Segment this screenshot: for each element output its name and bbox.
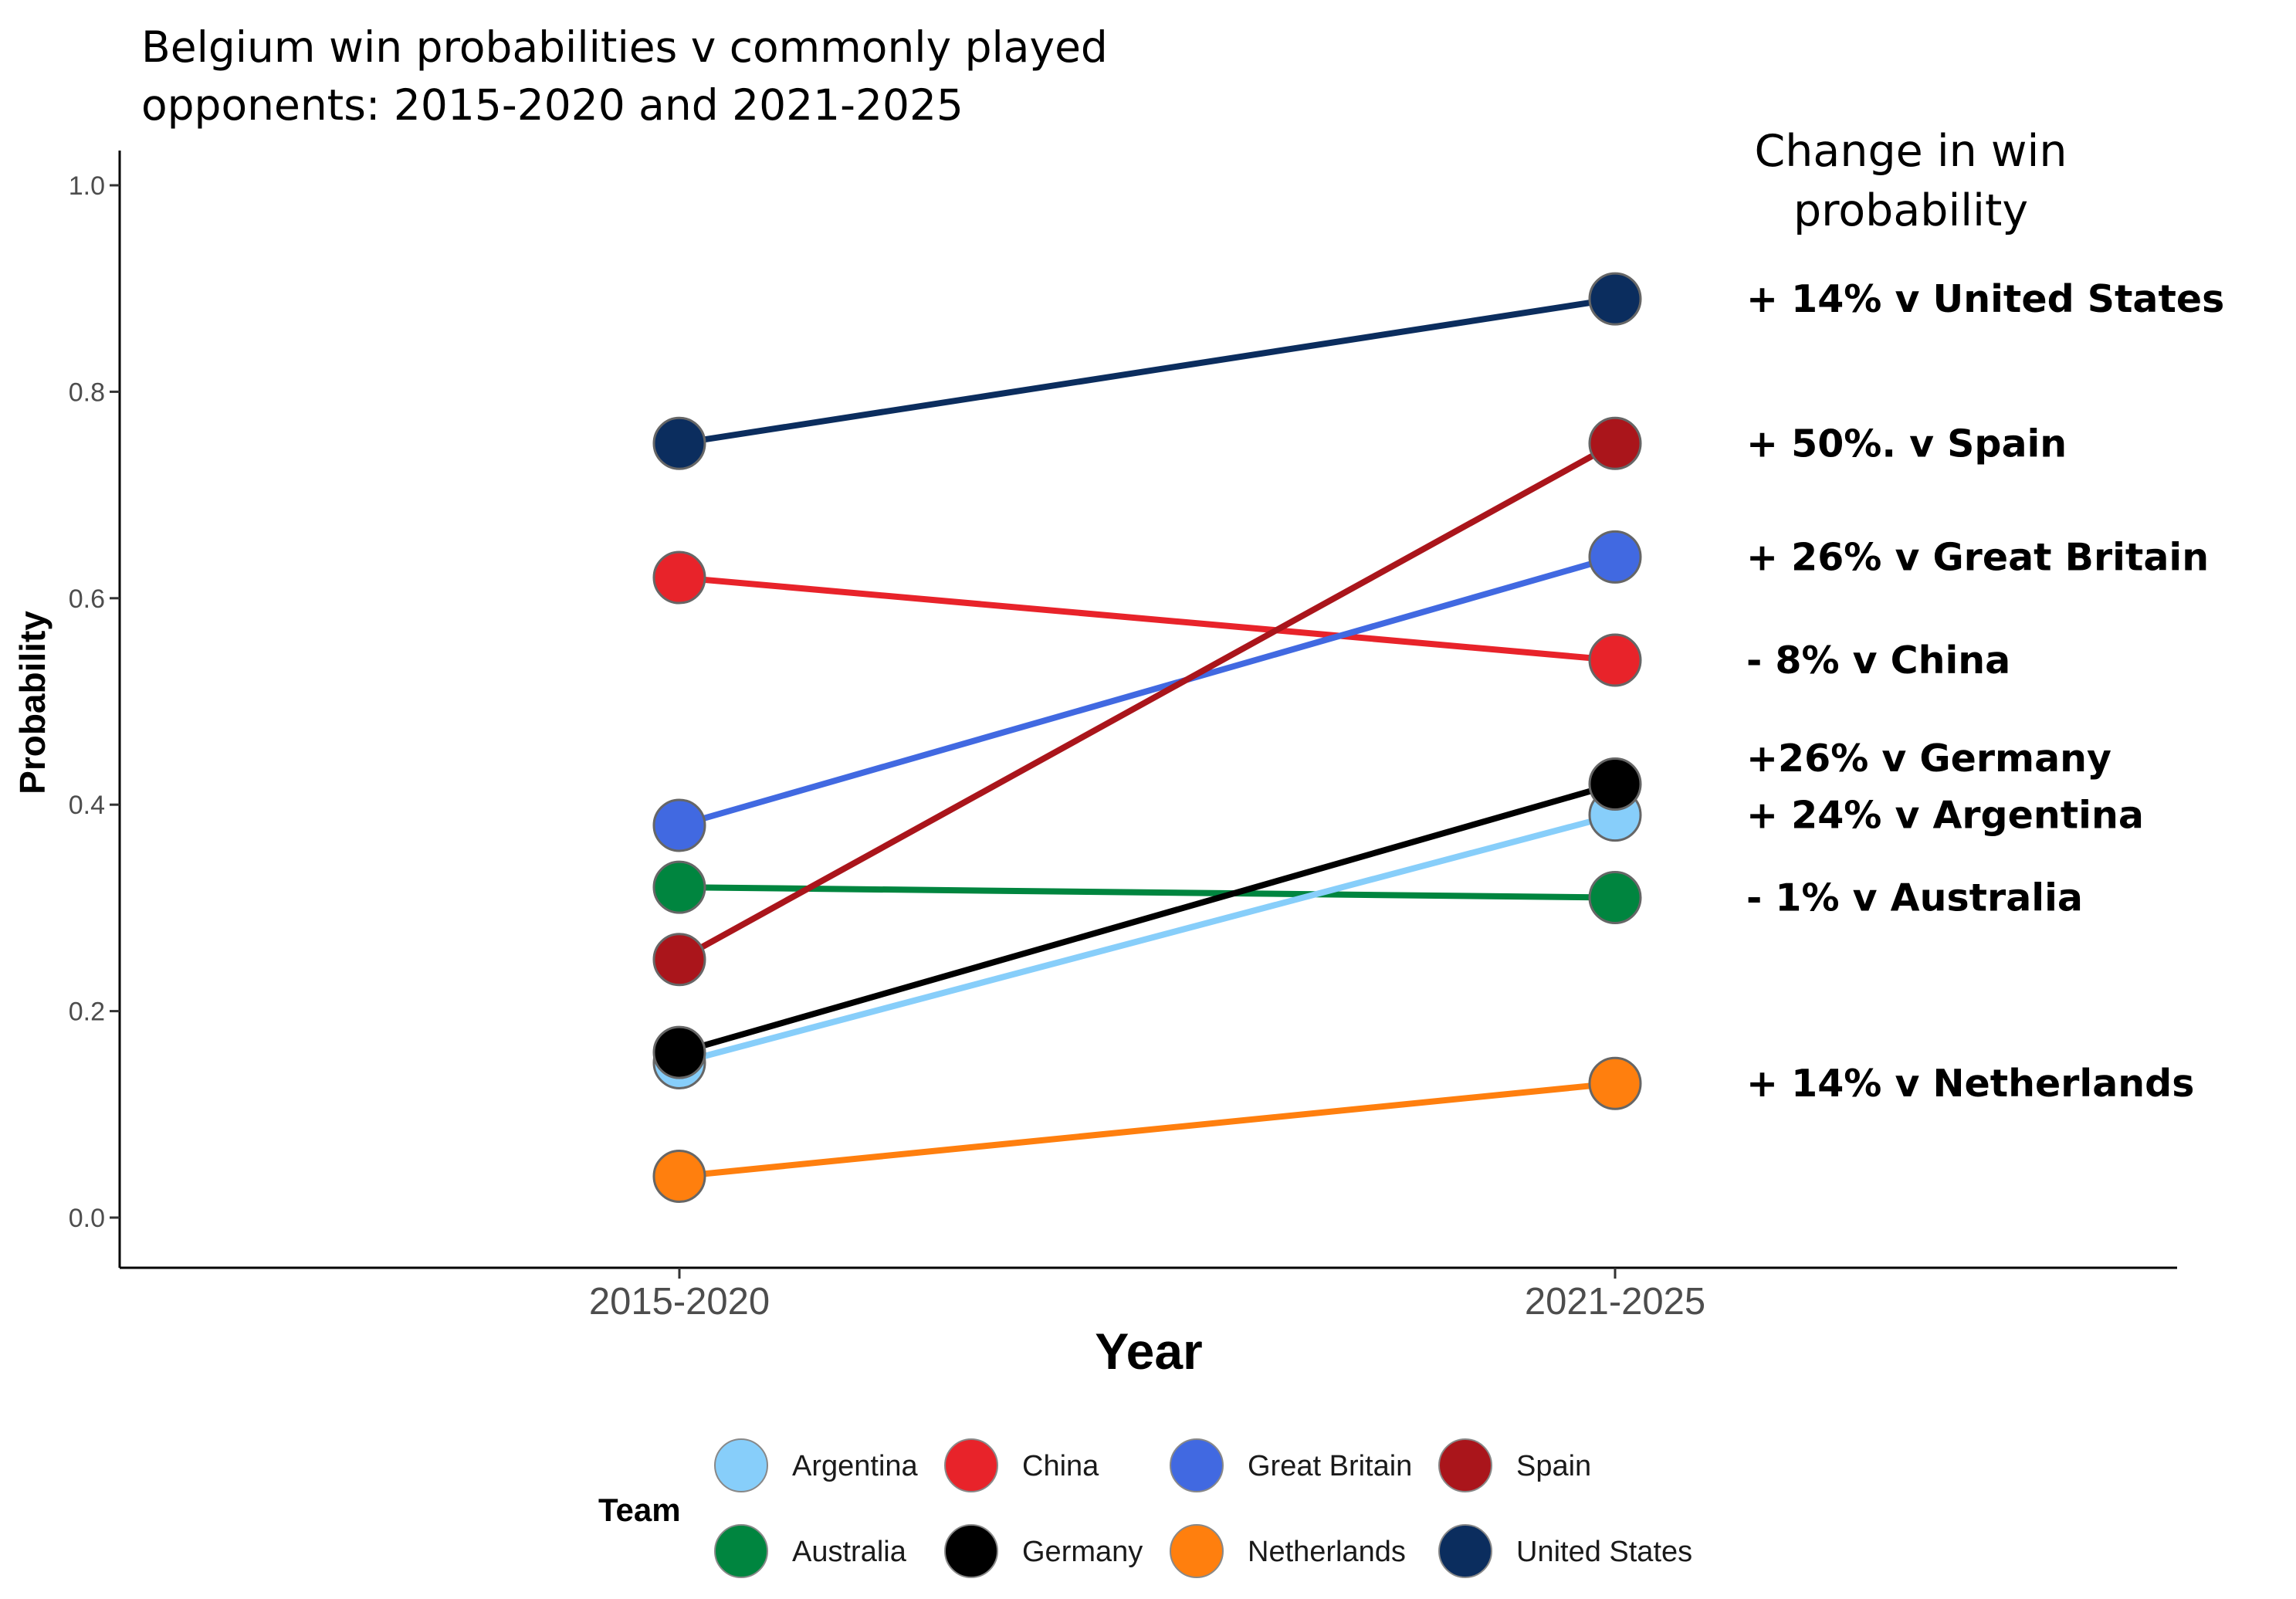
legend-key-great-britain (1170, 1438, 1224, 1492)
chart-title-line-2: opponents: 2015-2020 and 2021-2025 (141, 80, 963, 130)
series-line-united-states (676, 296, 1618, 447)
data-point-great-britain (1588, 530, 1642, 584)
change-annotation: - 1% v Australia (1746, 876, 2083, 920)
data-point-germany (652, 1025, 706, 1079)
change-annotation: + 14% v Netherlands (1746, 1062, 2194, 1106)
legend-key-china (944, 1438, 998, 1492)
x-axis-title: Year (1095, 1323, 1202, 1380)
data-point-great-britain (652, 798, 706, 852)
change-annotation: +26% v Germany (1746, 737, 2111, 781)
data-point-netherlands (652, 1150, 706, 1204)
y-tick-label: 0.4 (69, 791, 105, 820)
legend-key-united-states (1438, 1524, 1492, 1578)
data-point-netherlands (1588, 1056, 1642, 1110)
legend-label-australia: Australia (792, 1536, 907, 1568)
data-point-spain (1588, 416, 1642, 470)
series-points (652, 272, 1642, 1204)
y-tick-label: 0.0 (69, 1204, 105, 1233)
series-line-argentina (676, 811, 1618, 1066)
y-tick-label: 1.0 (69, 171, 105, 201)
legend: Team Argentina China Great Britain Spain Aus… (598, 1438, 1692, 1578)
data-point-australia (1588, 871, 1642, 925)
x-ticks: 2015-2020 2021-2025 (589, 1268, 1705, 1323)
change-annotation: + 14% v United States (1746, 277, 2224, 321)
data-point-china (1588, 633, 1642, 687)
legend-key-argentina (714, 1438, 768, 1492)
change-annotation: + 24% v Argentina (1746, 794, 2144, 838)
series-line-australia (676, 884, 1618, 901)
series-line-great-britain (676, 554, 1618, 828)
change-annotation: - 8% v China (1746, 639, 2010, 683)
change-header-line-2: probability (1793, 185, 2028, 236)
x-tick-label: 2015-2020 (589, 1281, 770, 1323)
y-tick-label: 0.8 (69, 378, 105, 407)
y-axis-title: Probability (12, 611, 52, 794)
legend-label-china: China (1022, 1450, 1099, 1482)
series-line-germany (676, 781, 1618, 1056)
legend-label-spain: Spain (1516, 1450, 1591, 1482)
legend-label-argentina: Argentina (792, 1450, 919, 1482)
change-annotation: + 26% v Great Britain (1746, 535, 2209, 579)
legend-key-netherlands (1170, 1524, 1224, 1578)
legend-label-great-britain: Great Britain (1248, 1450, 1412, 1482)
data-point-china (652, 551, 706, 605)
series-line-china (676, 574, 1618, 664)
data-point-spain (652, 933, 706, 987)
y-ticks: 0.0 0.2 0.4 0.6 0.8 1.0 (69, 171, 120, 1233)
x-tick-label: 2021-2025 (1525, 1281, 1705, 1323)
change-annotation: + 50%. v Spain (1746, 422, 2067, 466)
data-point-germany (1588, 757, 1642, 811)
legend-label-germany: Germany (1022, 1536, 1143, 1568)
data-point-australia (652, 860, 706, 914)
legend-label-united-states: United States (1516, 1536, 1692, 1568)
series-line-netherlands (676, 1080, 1618, 1180)
series-lines (676, 296, 1618, 1180)
y-tick-label: 0.6 (69, 584, 105, 614)
legend-title: Team (598, 1492, 681, 1528)
chart-title-line-1: Belgium win probabilities v commonly pla… (141, 22, 1108, 72)
change-header-line-1: Change in win (1754, 126, 2067, 177)
data-point-united-states (1588, 272, 1642, 326)
series-line-spain (676, 440, 1618, 963)
legend-key-spain (1438, 1438, 1492, 1492)
y-tick-label: 0.2 (69, 998, 105, 1027)
legend-key-australia (714, 1524, 768, 1578)
data-point-united-states (652, 416, 706, 470)
legend-key-germany (944, 1524, 998, 1578)
legend-label-netherlands: Netherlands (1248, 1536, 1406, 1568)
change-annotations: + 14% v United States + 50%. v Spain + 26%… (1746, 277, 2224, 1106)
